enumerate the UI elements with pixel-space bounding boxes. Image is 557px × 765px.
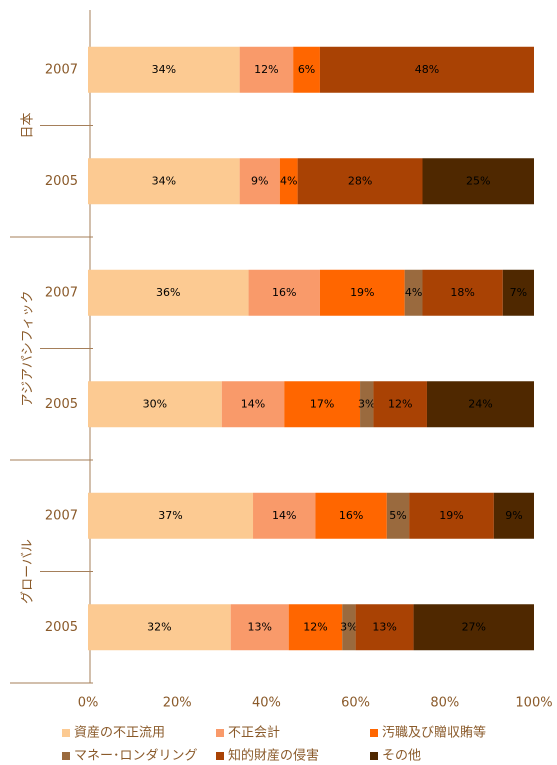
bar-segment — [88, 158, 240, 205]
group-label: アジアパシフィック — [21, 291, 36, 407]
bar-segment — [88, 492, 254, 539]
data-label: 27% — [462, 620, 486, 633]
bar-segment — [404, 269, 423, 316]
legend-label: マネー･ロンダリング — [74, 749, 198, 764]
x-tick-label: 80% — [430, 696, 459, 711]
x-tick-label: 0% — [78, 696, 99, 711]
bar-segment — [386, 492, 410, 539]
bar-segment — [426, 381, 534, 428]
legend-label: 不正会計 — [228, 725, 280, 741]
legend-swatch — [216, 729, 224, 737]
bar-segment — [279, 158, 298, 205]
data-label: 14% — [241, 397, 265, 410]
bar-segment — [239, 46, 294, 93]
data-label: 19% — [439, 509, 463, 522]
data-label: 7% — [510, 286, 527, 299]
data-label: 30% — [143, 397, 167, 410]
y-tick-label: 2005 — [45, 620, 78, 635]
x-tick-label: 20% — [163, 696, 192, 711]
x-tick-label: 100% — [515, 696, 552, 711]
data-label: 34% — [152, 174, 176, 187]
data-label: 16% — [272, 286, 296, 299]
bar-segment — [409, 492, 494, 539]
bar-segment — [221, 381, 285, 428]
data-label: 37% — [158, 509, 182, 522]
data-label: 48% — [415, 63, 439, 76]
bar-segment — [284, 381, 361, 428]
y-tick-label: 2007 — [45, 285, 78, 300]
data-label: 12% — [254, 63, 278, 76]
data-label: 9% — [251, 174, 268, 187]
data-label: 3% — [340, 620, 357, 633]
bar-segment — [88, 269, 249, 316]
bar-segment — [88, 381, 222, 428]
data-label: 9% — [505, 509, 522, 522]
data-label: 4% — [280, 174, 297, 187]
bar-segment — [413, 604, 534, 651]
y-tick-label: 2005 — [45, 174, 78, 189]
group-label: グローバル — [21, 539, 36, 604]
bar-segment — [248, 269, 320, 316]
data-label: 14% — [272, 509, 296, 522]
bar-segment — [88, 46, 240, 93]
legend-label: 汚職及び贈収賄等 — [382, 725, 486, 741]
data-label: 18% — [450, 286, 474, 299]
data-label: 13% — [372, 620, 396, 633]
data-label: 13% — [247, 620, 271, 633]
legend-swatch — [62, 752, 70, 760]
data-label: 36% — [156, 286, 180, 299]
data-label: 28% — [348, 174, 372, 187]
bar-segment — [319, 46, 534, 93]
x-tick-label: 60% — [341, 696, 370, 711]
bar-segment — [319, 269, 405, 316]
y-tick-label: 2007 — [45, 62, 78, 77]
bar-segment — [293, 46, 320, 93]
data-label: 16% — [339, 509, 363, 522]
data-label: 34% — [152, 63, 176, 76]
data-label: 5% — [389, 509, 406, 522]
bar-segment — [253, 492, 316, 539]
data-label: 25% — [466, 174, 490, 187]
legend-swatch — [370, 729, 378, 737]
bar-segment — [360, 381, 374, 428]
legend-label: 知的財産の侵害 — [228, 748, 319, 764]
bar-segment — [239, 158, 280, 205]
group-label: 日本 — [21, 112, 36, 138]
data-label: 12% — [388, 397, 412, 410]
data-label: 6% — [298, 63, 315, 76]
bar-segment — [342, 604, 356, 651]
bar-segment — [502, 269, 534, 316]
y-tick-label: 2007 — [45, 508, 78, 523]
data-label: 32% — [147, 620, 171, 633]
x-tick-label: 40% — [252, 696, 281, 711]
legend-label: 資産の不正流用 — [74, 725, 165, 741]
data-label: 19% — [350, 286, 374, 299]
data-label: 24% — [468, 397, 492, 410]
data-label: 4% — [405, 286, 422, 299]
data-label: 17% — [310, 397, 334, 410]
legend-swatch — [62, 729, 70, 737]
bar-segment — [493, 492, 534, 539]
bar-segment — [422, 269, 503, 316]
bar-segment — [288, 604, 343, 651]
bar-segment — [230, 604, 289, 651]
y-tick-label: 2005 — [45, 397, 78, 412]
bar-segment — [297, 158, 423, 205]
data-label: 3% — [358, 397, 375, 410]
bar-segment — [315, 492, 387, 539]
bar-segment — [88, 604, 231, 651]
bar-segment — [373, 381, 427, 428]
bar-segment — [355, 604, 414, 651]
legend-label: その他 — [382, 749, 421, 764]
legend-swatch — [216, 752, 224, 760]
bar-segment — [422, 158, 534, 205]
data-label: 12% — [303, 620, 327, 633]
legend-swatch — [370, 752, 378, 760]
